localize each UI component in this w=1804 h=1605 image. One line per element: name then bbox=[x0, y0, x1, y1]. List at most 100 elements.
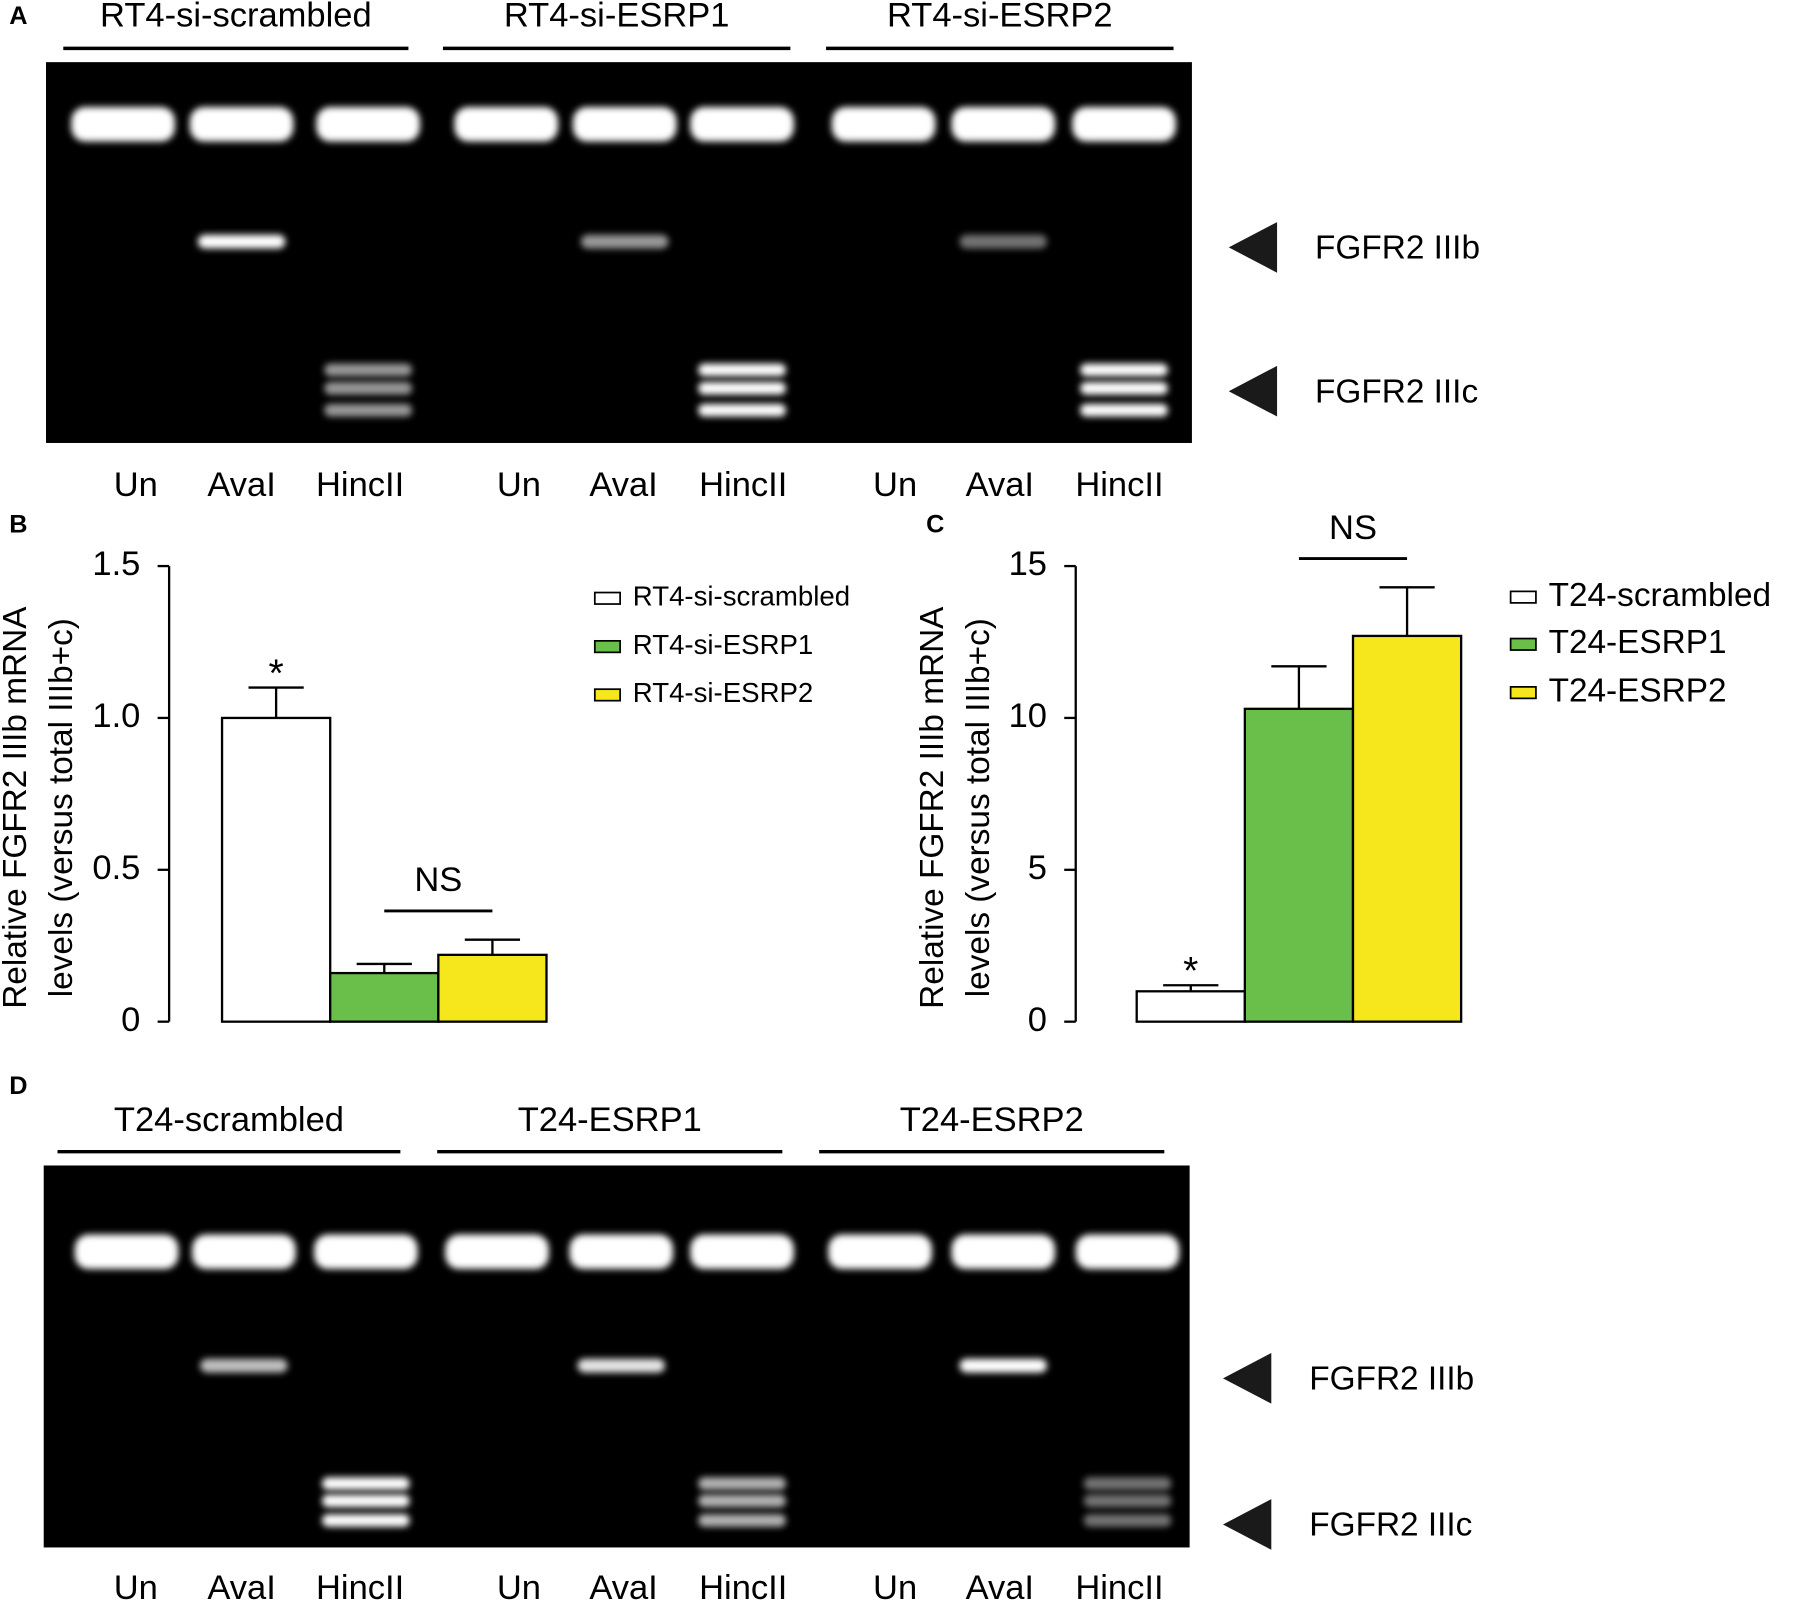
gel-band bbox=[1075, 1234, 1180, 1270]
gel-band bbox=[959, 234, 1047, 249]
gel-band bbox=[959, 1358, 1047, 1373]
bar bbox=[220, 716, 332, 1023]
group-label: RT4-si-ESRP1 bbox=[504, 0, 730, 34]
y-tick-label: 10 bbox=[1009, 697, 1047, 735]
gel-band bbox=[831, 107, 936, 142]
gel-band bbox=[1083, 1477, 1172, 1490]
gel-band bbox=[71, 107, 175, 142]
lane-label: Un bbox=[114, 1569, 158, 1605]
marker-label: FGFR2 IIIc bbox=[1309, 1507, 1472, 1544]
gel-band bbox=[324, 403, 412, 417]
lane-label: AvaI bbox=[966, 1569, 1034, 1605]
gel-band bbox=[1080, 381, 1168, 395]
group-label: T24-ESRP2 bbox=[900, 1101, 1084, 1139]
y-tick-label: 1.5 bbox=[92, 545, 140, 583]
gel-band bbox=[951, 107, 1056, 142]
gel-band bbox=[454, 107, 558, 142]
bar bbox=[437, 953, 548, 1023]
marker-label: FGFR2 IIIb bbox=[1309, 1360, 1474, 1397]
panel-label: A bbox=[9, 2, 27, 30]
gel-band bbox=[828, 1234, 932, 1270]
marker-arrow bbox=[1222, 1499, 1272, 1550]
lane-label: AvaI bbox=[966, 466, 1034, 504]
gel-band bbox=[698, 1514, 786, 1527]
marker-label: FGFR2 IIIb bbox=[1315, 229, 1480, 266]
lane-label: HincII bbox=[1075, 1569, 1163, 1605]
gel-band bbox=[322, 1514, 410, 1527]
y-tick-label: 1.0 bbox=[92, 697, 140, 735]
gel-band bbox=[577, 1358, 665, 1373]
gel-band bbox=[698, 1494, 786, 1508]
gel-band bbox=[1083, 1514, 1172, 1527]
lane-label: Un bbox=[114, 466, 158, 504]
gel-band bbox=[1080, 403, 1168, 417]
gel-band bbox=[1080, 363, 1168, 377]
gel-band bbox=[690, 107, 794, 142]
significance-star: * bbox=[269, 652, 284, 695]
gel-band bbox=[698, 363, 786, 377]
gel-band bbox=[698, 1477, 786, 1490]
lane-label: AvaI bbox=[207, 466, 275, 504]
group-label: T24-scrambled bbox=[114, 1101, 344, 1139]
legend-label: T24-scrambled bbox=[1549, 577, 1771, 614]
lane-label: HincII bbox=[699, 1569, 787, 1605]
lane-label: HincII bbox=[1075, 466, 1163, 504]
legend-label: RT4-si-scrambled bbox=[633, 581, 850, 612]
marker-arrow bbox=[1228, 222, 1278, 273]
legend-label: T24-ESRP1 bbox=[1549, 624, 1727, 661]
ns-label: NS bbox=[414, 861, 462, 899]
group-label: RT4-si-ESRP2 bbox=[887, 0, 1113, 34]
gel-image bbox=[43, 1165, 1190, 1548]
y-axis-label: levels (versus total IIIb+c) bbox=[960, 618, 997, 997]
y-tick-label: 0.5 bbox=[92, 849, 140, 887]
gel-band bbox=[74, 1234, 179, 1270]
significance-star: * bbox=[1183, 950, 1198, 993]
gel-band bbox=[690, 1234, 794, 1270]
legend-label: RT4-si-ESRP1 bbox=[633, 629, 814, 660]
bar bbox=[1243, 707, 1355, 1023]
lane-label: HincII bbox=[316, 1569, 404, 1605]
group-label: T24-ESRP1 bbox=[518, 1101, 702, 1139]
gel-band bbox=[324, 381, 412, 395]
lane-label: HincII bbox=[316, 466, 404, 504]
y-axis-label: Relative FGFR2 IIIb mRNA bbox=[914, 606, 951, 1009]
panel-label: D bbox=[9, 1072, 27, 1100]
legend-label: RT4-si-ESRP2 bbox=[633, 677, 814, 708]
bar bbox=[329, 971, 440, 1023]
gel-band bbox=[581, 234, 669, 249]
legend-swatch bbox=[1509, 686, 1537, 700]
lane-label: HincII bbox=[699, 466, 787, 504]
bar bbox=[1351, 634, 1463, 1023]
gel-band bbox=[569, 1234, 674, 1270]
lane-label: Un bbox=[873, 1569, 917, 1605]
y-axis-label: levels (versus total IIIb+c) bbox=[43, 618, 80, 997]
gel-band bbox=[698, 381, 786, 395]
marker-label: FGFR2 IIIc bbox=[1315, 373, 1478, 410]
panel-label: B bbox=[9, 510, 27, 538]
y-axis-label: Relative FGFR2 IIIb mRNA bbox=[0, 606, 34, 1009]
lane-label: AvaI bbox=[589, 1569, 657, 1605]
gel-band bbox=[189, 107, 294, 142]
legend-swatch bbox=[593, 591, 621, 605]
gel-band bbox=[197, 234, 286, 249]
y-tick-label: 0 bbox=[1028, 1001, 1047, 1039]
legend-swatch bbox=[1509, 637, 1537, 651]
legend-swatch bbox=[1509, 590, 1537, 604]
legend-swatch bbox=[593, 639, 621, 654]
bar bbox=[1135, 990, 1247, 1023]
lane-label: Un bbox=[497, 466, 541, 504]
marker-arrow bbox=[1222, 1353, 1272, 1404]
gel-band bbox=[322, 1494, 410, 1508]
lane-label: AvaI bbox=[589, 466, 657, 504]
lane-label: Un bbox=[873, 466, 917, 504]
panel-label: C bbox=[926, 510, 944, 538]
group-label: RT4-si-scrambled bbox=[100, 0, 372, 34]
gel-band bbox=[951, 1234, 1056, 1270]
gel-band bbox=[322, 1477, 410, 1490]
ns-label: NS bbox=[1329, 509, 1377, 547]
y-tick-label: 0 bbox=[121, 1001, 140, 1039]
gel-band bbox=[698, 403, 786, 417]
gel-band bbox=[1083, 1494, 1172, 1508]
lane-label: Un bbox=[497, 1569, 541, 1605]
gel-band bbox=[445, 1234, 549, 1270]
